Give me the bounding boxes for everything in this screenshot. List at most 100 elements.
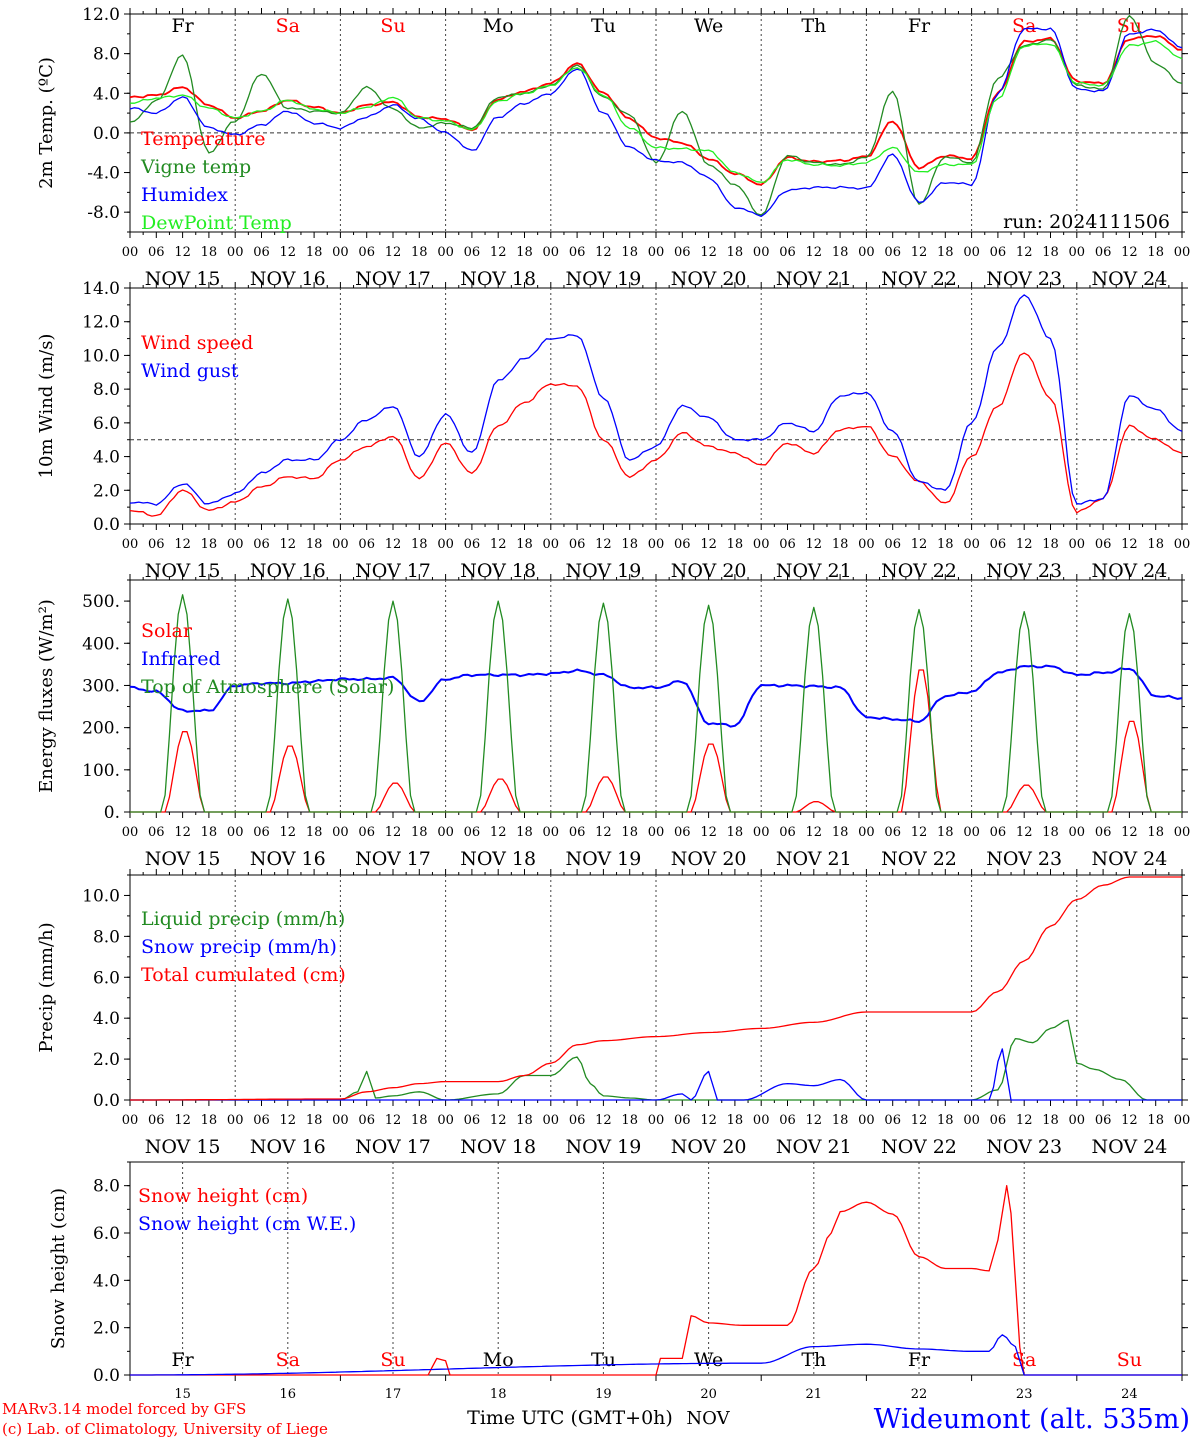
hour-tick-label: 18 xyxy=(306,825,323,840)
day-number-label: 23 xyxy=(1016,1387,1033,1402)
day-number-label: 22 xyxy=(911,1387,928,1402)
hour-tick-label: 12 xyxy=(385,1113,402,1128)
hour-tick-label: 00 xyxy=(122,1113,139,1128)
hour-tick-label: 18 xyxy=(516,537,533,552)
hour-tick-label: 00 xyxy=(543,825,560,840)
weekday-label: Tu xyxy=(591,15,616,37)
weekday-label: Mo xyxy=(483,1349,514,1371)
hour-tick-label: 18 xyxy=(832,1113,849,1128)
hour-tick-label: 12 xyxy=(806,245,823,260)
legend-entry-dewpoint-temp: DewPoint Temp xyxy=(141,212,292,234)
hour-tick-label: 00 xyxy=(437,1113,454,1128)
series-line-infrared xyxy=(129,664,1183,728)
hour-tick-label: 00 xyxy=(858,1113,875,1128)
hour-tick-label: 18 xyxy=(937,1113,954,1128)
series-line-vigne-temp xyxy=(129,14,1183,216)
hour-tick-label: 00 xyxy=(1069,245,1086,260)
date-label: NOV 20 xyxy=(671,1136,747,1158)
date-label: NOV 19 xyxy=(565,268,641,290)
hour-tick-label: 12 xyxy=(806,825,823,840)
hour-tick-label: 00 xyxy=(1069,1113,1086,1128)
hour-tick-label: 18 xyxy=(1042,245,1059,260)
date-label: NOV 18 xyxy=(460,1136,536,1158)
hour-tick-label: 18 xyxy=(516,825,533,840)
day-number-label: 18 xyxy=(490,1387,507,1402)
hour-tick-label: 18 xyxy=(411,245,428,260)
ytick-label: 0.0 xyxy=(93,515,120,535)
hour-tick-label: 00 xyxy=(227,245,244,260)
panel-precip: 0.0 2.0 4.0 6.0 8.0 10.0 Precip (mm/h) 00 06 12 18… xyxy=(36,869,1190,1158)
month-label: NOV xyxy=(686,1408,730,1429)
legend-entry-liquid-precip-mm-h: Liquid precip (mm/h) xyxy=(141,908,345,930)
date-label: NOV 20 xyxy=(671,268,747,290)
date-label: NOV 19 xyxy=(565,1136,641,1158)
hour-tick-label: 12 xyxy=(1121,825,1138,840)
date-label: NOV 24 xyxy=(1091,1136,1167,1158)
legend-entry-snow-precip-mm-h: Snow precip (mm/h) xyxy=(141,936,337,958)
hour-tick-label: 18 xyxy=(306,1113,323,1128)
hour-tick-label: 12 xyxy=(1016,825,1033,840)
date-label: NOV 16 xyxy=(250,1136,326,1158)
ytick-label: 0.0 xyxy=(93,1366,120,1386)
hour-tick-label: 00 xyxy=(963,245,980,260)
station-title: Wideumont (alt. 535m) xyxy=(874,1404,1190,1435)
hour-tick-label: 00 xyxy=(753,245,770,260)
hour-tick-label: 00 xyxy=(437,245,454,260)
hour-tick-label: 06 xyxy=(569,537,586,552)
hour-tick-label: 12 xyxy=(490,825,507,840)
hour-tick-label: 06 xyxy=(148,1113,165,1128)
day-number-label: 24 xyxy=(1121,1387,1138,1402)
hour-tick-label: 12 xyxy=(1121,1113,1138,1128)
hour-tick-label: 06 xyxy=(148,245,165,260)
hour-tick-label: 18 xyxy=(201,537,218,552)
hour-tick-label: 00 xyxy=(1174,245,1191,260)
hour-tick-label: 12 xyxy=(595,825,612,840)
hour-tick-label: 00 xyxy=(227,537,244,552)
ytick-label: 2.0 xyxy=(93,1050,120,1070)
hour-tick-label: 00 xyxy=(437,537,454,552)
hour-tick-label: 00 xyxy=(332,537,349,552)
hour-tick-label: 18 xyxy=(727,245,744,260)
model-credit-line1: MARv3.14 model forced by GFS xyxy=(2,1400,246,1418)
hour-tick-label: 00 xyxy=(858,245,875,260)
hour-tick-label: 18 xyxy=(201,245,218,260)
hour-tick-label: 12 xyxy=(490,537,507,552)
hour-tick-label: 12 xyxy=(1016,1113,1033,1128)
legend-entry-wind-gust: Wind gust xyxy=(141,360,239,382)
date-label: NOV 23 xyxy=(986,848,1062,870)
hour-tick-label: 18 xyxy=(621,537,638,552)
ytick-label: 10.0 xyxy=(82,346,120,366)
hour-tick-label: 06 xyxy=(990,1113,1007,1128)
hour-tick-label: 12 xyxy=(385,825,402,840)
hour-tick-label: 12 xyxy=(700,537,717,552)
hour-tick-label: 06 xyxy=(464,537,481,552)
legend-entry-total-cumulated-cm: Total cumulated (cm) xyxy=(141,964,346,986)
ytick-label: 12.0 xyxy=(82,313,120,333)
weekday-label: We xyxy=(694,1349,723,1371)
weekday-label: Fr xyxy=(908,15,931,37)
date-label: NOV 19 xyxy=(565,560,641,582)
ytick-label: 4.0 xyxy=(93,1271,120,1291)
date-label: NOV 23 xyxy=(986,560,1062,582)
hour-tick-label: 00 xyxy=(1174,825,1191,840)
series-line-snow-precip-mm-h xyxy=(130,1048,1182,1101)
hour-tick-label: 18 xyxy=(937,245,954,260)
hour-tick-label: 06 xyxy=(884,245,901,260)
hour-tick-label: 06 xyxy=(253,245,270,260)
hour-tick-label: 06 xyxy=(358,245,375,260)
hour-tick-label: 18 xyxy=(411,537,428,552)
ytick-label: 500. xyxy=(82,592,120,612)
ytick-label: 10.0 xyxy=(82,886,120,906)
hour-tick-label: 00 xyxy=(122,245,139,260)
date-label: NOV 19 xyxy=(565,848,641,870)
ytick-label: 0.0 xyxy=(93,1091,120,1111)
weekday-label: Su xyxy=(380,15,405,37)
hour-tick-label: 12 xyxy=(280,537,297,552)
hour-tick-label: 12 xyxy=(280,245,297,260)
hour-tick-label: 12 xyxy=(174,825,191,840)
legend-entry-snow-height-cm-w-e: Snow height (cm W.E.) xyxy=(138,1213,356,1235)
hour-tick-label: 06 xyxy=(779,537,796,552)
hour-tick-label: 00 xyxy=(437,825,454,840)
ytick-label: 0.0 xyxy=(93,124,120,144)
